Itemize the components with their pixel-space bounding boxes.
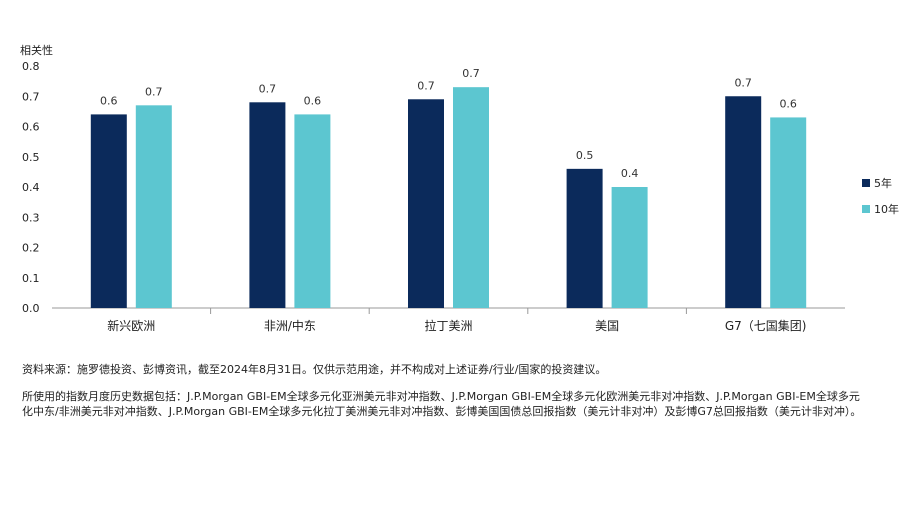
- y-tick-label: 0.0: [22, 302, 40, 315]
- bar-5y: [249, 102, 286, 308]
- legend-item-5y: 5年: [862, 176, 899, 190]
- data-label: 0.7: [259, 82, 277, 95]
- bar-5y: [408, 99, 444, 309]
- legend: 5年 10年: [862, 176, 899, 228]
- y-tick-label: 0.5: [22, 151, 40, 164]
- y-tick-label: 0.4: [22, 181, 40, 194]
- data-label: 0.7: [734, 76, 752, 89]
- y-axis-title: 相关性: [20, 44, 53, 57]
- x-tick-label: 新兴欧洲: [107, 318, 155, 333]
- legend-label-10y: 10年: [874, 203, 899, 216]
- bar-10y: [770, 117, 807, 308]
- x-tick-label: G7（七国集团): [725, 318, 807, 333]
- x-tick-label: 非洲/中东: [264, 318, 316, 333]
- bar-10y: [135, 105, 172, 308]
- bar-10y: [453, 87, 489, 308]
- x-tick-label: 美国: [595, 319, 619, 333]
- data-label: 0.6: [100, 94, 118, 107]
- bar-5y: [725, 96, 762, 308]
- y-tick-label: 0.6: [22, 121, 40, 134]
- bar-10y: [611, 187, 648, 308]
- x-tick-label: 拉丁美洲: [424, 318, 472, 333]
- legend-swatch-10y: [862, 205, 870, 213]
- bar-10y: [294, 114, 331, 309]
- legend-label-5y: 5年: [874, 177, 892, 190]
- data-label: 0.4: [621, 167, 639, 180]
- data-label: 0.7: [417, 79, 435, 92]
- data-label: 0.7: [145, 85, 163, 98]
- bar-5y: [90, 114, 127, 309]
- y-tick-label: 0.8: [22, 60, 40, 73]
- y-tick-label: 0.2: [22, 242, 40, 255]
- indices-note: 所使用的指数月度历史数据包括：J.P.Morgan GBI-EM全球多元化亚洲美…: [22, 390, 862, 418]
- legend-item-10y: 10年: [862, 202, 899, 216]
- data-label: 0.6: [304, 94, 322, 107]
- bar-chart: 0.0 0.1 0.2 0.3 0.4 0.5 0.6 0.7 0.8 0.6 0.7 新兴欧洲 0.7…: [22, 60, 845, 333]
- y-tick-label: 0.3: [22, 211, 40, 224]
- bar-5y: [566, 168, 603, 308]
- data-label: 0.6: [779, 97, 797, 110]
- legend-swatch-5y: [862, 179, 870, 187]
- source-note: 资料来源：施罗德投资、彭博资讯，截至2024年8月31日。仅供示范用途，并不构成…: [22, 363, 607, 376]
- data-label: 0.5: [576, 149, 594, 162]
- y-tick-label: 0.1: [22, 272, 40, 285]
- y-tick-label: 0.7: [22, 90, 40, 103]
- data-label: 0.7: [462, 67, 480, 80]
- chart-notes: 资料来源：施罗德投资、彭博资讯，截至2024年8月31日。仅供示范用途，并不构成…: [22, 362, 862, 431]
